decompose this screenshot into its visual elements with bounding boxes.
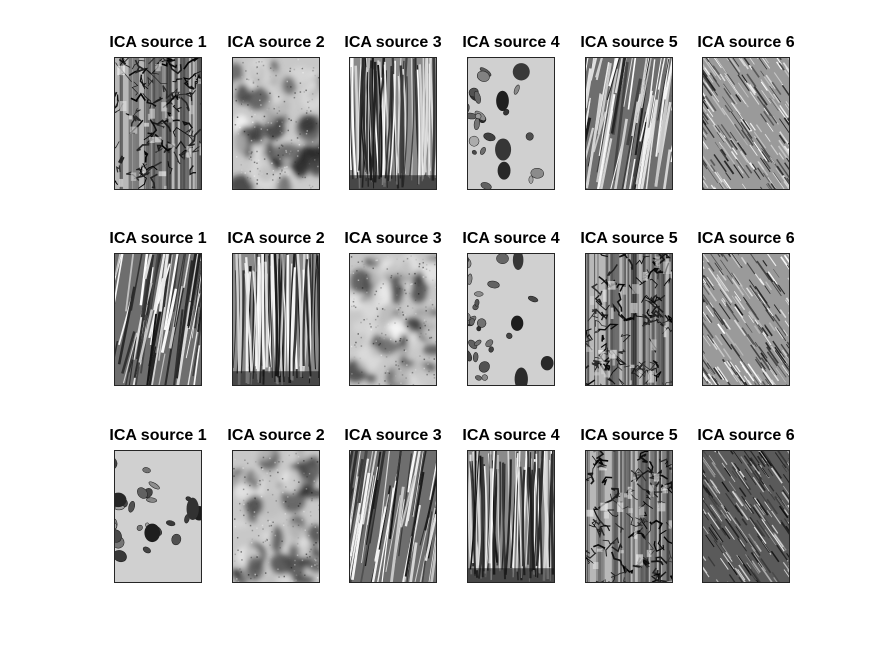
panel-title: ICA source 5: [580, 230, 678, 247]
ica-source-image: [114, 253, 202, 386]
ica-source-image: [232, 253, 320, 386]
panel-title: ICA source 4: [462, 34, 560, 51]
panel-title: ICA source 4: [462, 427, 560, 444]
ica-source-image: [702, 57, 790, 190]
ica-source-image: [349, 450, 437, 583]
ica-source-image: [114, 450, 202, 583]
panel-title: ICA source 3: [344, 34, 442, 51]
ica-source-image: [114, 57, 202, 190]
panel-title: ICA source 6: [697, 230, 795, 247]
ica-source-image: [349, 57, 437, 190]
ica-source-image: [585, 57, 673, 190]
panel-title: ICA source 3: [344, 230, 442, 247]
panel-title: ICA source 5: [580, 34, 678, 51]
ica-source-image: [232, 450, 320, 583]
panel-title: ICA source 1: [109, 34, 207, 51]
ica-source-image: [585, 450, 673, 583]
ica-source-image: [702, 253, 790, 386]
panel-title: ICA source 1: [109, 427, 207, 444]
panel-title: ICA source 2: [227, 427, 325, 444]
ica-source-image: [467, 253, 555, 386]
panel-title: ICA source 6: [697, 427, 795, 444]
panel-title: ICA source 4: [462, 230, 560, 247]
panel-title: ICA source 6: [697, 34, 795, 51]
ica-source-image: [702, 450, 790, 583]
ica-source-image: [349, 253, 437, 386]
ica-source-image: [467, 450, 555, 583]
panel-title: ICA source 5: [580, 427, 678, 444]
panel-title: ICA source 2: [227, 34, 325, 51]
panel-title: ICA source 2: [227, 230, 325, 247]
ica-source-image: [585, 253, 673, 386]
panel-title: ICA source 1: [109, 230, 207, 247]
panel-title: ICA source 3: [344, 427, 442, 444]
ica-source-image: [467, 57, 555, 190]
ica-source-image: [232, 57, 320, 190]
